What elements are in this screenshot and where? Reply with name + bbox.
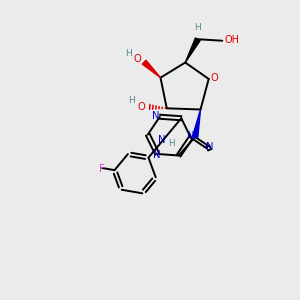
- Text: N: N: [158, 135, 165, 145]
- Polygon shape: [193, 110, 200, 137]
- Text: H: H: [194, 23, 201, 32]
- Text: O: O: [134, 54, 141, 64]
- Text: N: N: [206, 142, 214, 152]
- Text: H: H: [168, 139, 175, 148]
- Text: H: H: [125, 49, 132, 58]
- Polygon shape: [185, 38, 200, 62]
- Text: O: O: [210, 73, 218, 83]
- Text: OH: OH: [224, 35, 239, 45]
- Text: H: H: [128, 96, 135, 105]
- Text: F: F: [99, 164, 104, 174]
- Text: N: N: [153, 150, 160, 160]
- Polygon shape: [142, 60, 160, 78]
- Text: O: O: [138, 102, 146, 112]
- Text: N: N: [152, 111, 160, 121]
- Text: N: N: [187, 131, 194, 141]
